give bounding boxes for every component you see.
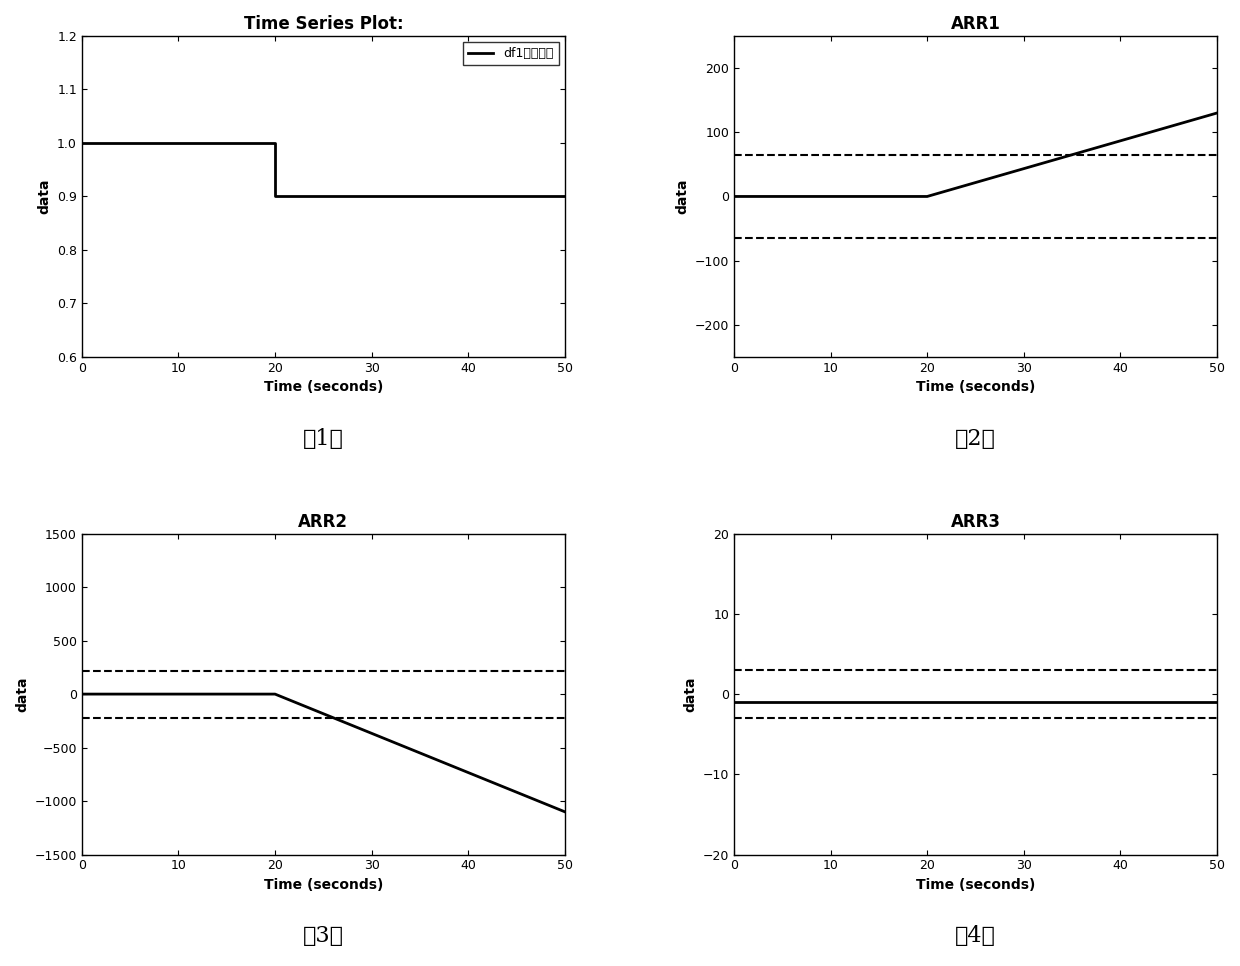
Text: （3）: （3） xyxy=(303,925,343,948)
Title: ARR2: ARR2 xyxy=(299,513,348,530)
X-axis label: Time (seconds): Time (seconds) xyxy=(264,381,383,394)
X-axis label: Time (seconds): Time (seconds) xyxy=(264,878,383,892)
Y-axis label: data: data xyxy=(37,179,51,214)
Title: Time Series Plot:: Time Series Plot: xyxy=(243,15,403,33)
Title: ARR1: ARR1 xyxy=(951,15,1001,33)
Y-axis label: data: data xyxy=(675,179,689,214)
Y-axis label: data: data xyxy=(683,676,697,712)
Y-axis label: data: data xyxy=(15,676,29,712)
Text: （1）: （1） xyxy=(303,428,343,449)
X-axis label: Time (seconds): Time (seconds) xyxy=(916,878,1035,892)
Legend: df1有效因子: df1有效因子 xyxy=(464,43,558,65)
Text: （2）: （2） xyxy=(955,428,996,449)
Text: （4）: （4） xyxy=(955,925,996,948)
X-axis label: Time (seconds): Time (seconds) xyxy=(916,381,1035,394)
Title: ARR3: ARR3 xyxy=(951,513,1001,530)
